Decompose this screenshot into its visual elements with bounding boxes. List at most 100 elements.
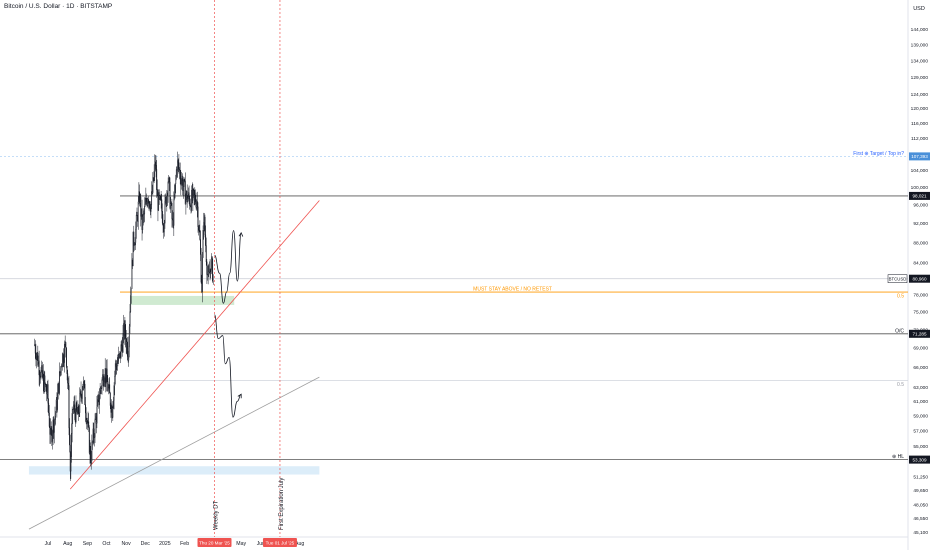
time-tick-label-7: Feb xyxy=(180,541,189,547)
candle-body xyxy=(100,387,102,389)
candle-body xyxy=(165,197,167,201)
candle-body xyxy=(114,376,116,386)
candle-body xyxy=(42,373,44,378)
candle-body xyxy=(135,214,137,230)
vertical-marker-label-0: Weekly DT xyxy=(214,500,220,530)
candle-body xyxy=(106,368,108,382)
candle-body xyxy=(187,197,189,203)
time-tick-label-11: Jun xyxy=(257,541,265,547)
trendline-1 xyxy=(28,376,320,530)
candle-body xyxy=(160,199,162,201)
candle-body xyxy=(34,344,36,354)
candle-body xyxy=(41,365,43,378)
candle-body xyxy=(151,191,153,205)
candle-body xyxy=(188,192,190,199)
candle-body xyxy=(75,402,77,423)
price-badge-label-1: 98,021 xyxy=(912,194,926,199)
date-badge-label-1: Tue 01 Jul '25 xyxy=(266,541,295,546)
candle-body xyxy=(187,192,189,199)
price-badge-label-6: 53,309 xyxy=(912,457,926,462)
candle-body xyxy=(41,365,43,371)
candle-body xyxy=(93,437,95,439)
level-label-6: ⊕ HL xyxy=(892,454,904,460)
candle-body xyxy=(207,274,209,276)
candle-body xyxy=(95,416,97,424)
candle-body xyxy=(107,381,109,392)
candle-body xyxy=(113,400,114,409)
candle-body xyxy=(86,420,88,424)
candle-body xyxy=(86,420,88,422)
candle-body xyxy=(199,230,201,240)
date-badge-bg-0 xyxy=(197,538,232,547)
trendline-0 xyxy=(69,200,320,490)
candle-body xyxy=(147,199,149,206)
candle-body xyxy=(121,344,123,346)
candle-body xyxy=(39,374,41,377)
candle-body xyxy=(124,324,126,336)
candle-body xyxy=(89,446,91,454)
candle-body xyxy=(81,395,83,399)
candle-body xyxy=(122,332,124,353)
price-tick-label: 55,000 xyxy=(913,444,928,450)
candle-body xyxy=(99,398,100,406)
price-badge-label-4: 71,285 xyxy=(912,332,926,337)
time-tick-label-10: May xyxy=(236,541,246,547)
candle-body xyxy=(59,371,61,373)
symbol-badge-bg xyxy=(887,274,908,283)
candle-body xyxy=(87,421,89,424)
candle-body xyxy=(207,274,208,276)
price-tick-label: 51,250 xyxy=(913,474,928,480)
price-tick-label: 139,000 xyxy=(911,43,929,49)
price-tick-label: 96,000 xyxy=(913,203,928,209)
candle-body xyxy=(97,394,99,400)
level-ratio-3: 0.5 xyxy=(897,294,904,300)
candle-body xyxy=(126,341,128,348)
candle-body xyxy=(137,215,139,222)
date-badge-bg-1 xyxy=(262,538,297,547)
candle-body xyxy=(113,385,115,401)
candle-body xyxy=(191,189,193,201)
price-tick-label: 45,100 xyxy=(913,530,928,536)
candle-body xyxy=(91,441,93,461)
candle-body xyxy=(98,394,100,406)
price-badge-bg xyxy=(909,274,930,283)
candle-body xyxy=(164,200,166,224)
candle-body xyxy=(167,181,169,196)
candle-body xyxy=(76,402,78,411)
candle-body xyxy=(36,352,38,356)
candle-body xyxy=(146,201,148,206)
candle-body xyxy=(50,428,52,430)
candle-body xyxy=(137,201,139,222)
candle-body xyxy=(142,216,144,230)
candle-body xyxy=(83,381,85,385)
candle-body xyxy=(162,222,164,226)
price-tick-label: 46,550 xyxy=(913,516,928,522)
candle-body xyxy=(79,390,81,394)
candle-body xyxy=(134,242,136,246)
candle-body xyxy=(47,384,49,404)
price-tick-label: 124,000 xyxy=(911,92,929,98)
candle-body xyxy=(196,201,198,208)
candle-body xyxy=(133,231,135,246)
price-tick-label: 84,000 xyxy=(913,261,928,267)
candle-body xyxy=(132,231,134,267)
candle-body xyxy=(161,211,163,224)
candle-body xyxy=(110,405,112,413)
candle-body xyxy=(186,190,187,197)
candle-body xyxy=(53,419,55,433)
price-tick-label: 100,000 xyxy=(911,185,929,191)
candle-body xyxy=(143,213,145,215)
candle-body xyxy=(102,374,104,386)
candle-body xyxy=(74,404,76,413)
vertical-marker-label-1: First Expiration July xyxy=(279,478,285,530)
candle-body xyxy=(106,368,107,384)
candle-body xyxy=(182,186,184,191)
candle-body xyxy=(100,387,102,390)
candle-body xyxy=(64,342,66,345)
candle-body xyxy=(196,201,198,208)
candle-body xyxy=(102,374,104,380)
candle-body xyxy=(109,384,111,394)
candle-body xyxy=(205,234,207,246)
candle-body xyxy=(130,288,132,296)
